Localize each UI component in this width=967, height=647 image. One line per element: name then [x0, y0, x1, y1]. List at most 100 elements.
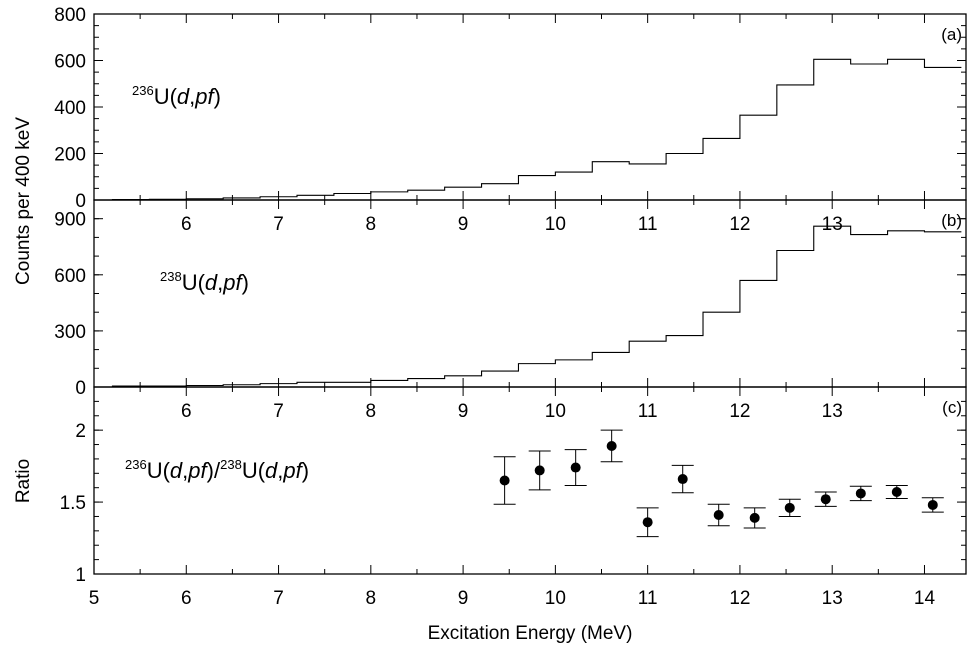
data-point: [707, 503, 730, 527]
y-tick-label: 1.5: [60, 493, 86, 514]
panel-label: (b): [941, 211, 962, 230]
data-point: [600, 429, 623, 463]
x-tick-label: 8: [366, 588, 377, 609]
plot-frame: [93, 13, 967, 201]
label-part: ,: [189, 84, 195, 109]
x-tick-label: 12: [729, 401, 750, 422]
data-marker: [499, 475, 510, 486]
data-point: [849, 485, 872, 502]
x-tick-label: 10: [545, 588, 566, 609]
label-part: pf: [194, 84, 216, 109]
label-part: ): [242, 270, 249, 295]
y-tick-label: 0: [75, 378, 86, 399]
data-marker: [677, 474, 688, 485]
x-tick-label: 8: [366, 401, 377, 422]
x-tick-label: 14: [914, 588, 936, 609]
label-part: d: [205, 270, 218, 295]
y-tick-label: 1: [75, 565, 86, 586]
x-tick-label: 5: [89, 588, 100, 609]
axis-titles: Counts per 400 keV Ratio Excitation Energy…: [13, 117, 632, 644]
y-tick-label: 800: [54, 5, 86, 26]
x-tick-label: 6: [181, 401, 192, 422]
x-tick-label: 9: [458, 401, 469, 422]
data-marker: [606, 440, 617, 451]
label-part: U(: [182, 270, 206, 295]
panel-label: (c): [942, 398, 962, 417]
histogram-series: [111, 225, 962, 387]
label-part: pf: [187, 458, 209, 483]
x-tick-label: 7: [273, 401, 284, 422]
y-tick-label: 400: [54, 98, 86, 119]
label-part: )/: [207, 458, 221, 483]
y-tick-label: 2: [75, 421, 86, 442]
data-point: [493, 456, 516, 505]
x-tick-label: 7: [273, 214, 284, 235]
x-tick-label: 9: [458, 588, 469, 609]
data-marker: [820, 494, 831, 505]
x-tick-label: 13: [822, 214, 843, 235]
label-part: ,: [277, 458, 283, 483]
data-point: [743, 507, 766, 529]
data-point: [671, 464, 694, 494]
reaction-label: 238U(d,pf): [160, 269, 249, 295]
x-tick-label: 8: [366, 214, 377, 235]
label-part: 238: [220, 457, 242, 472]
x-tick-label: 10: [545, 401, 566, 422]
y-axis-title-counts: Counts per 400 keV: [13, 117, 34, 285]
x-tick-label: 12: [729, 214, 750, 235]
y-tick-label: 200: [54, 145, 86, 166]
x-tick-label: 6: [181, 588, 192, 609]
data-marker: [784, 502, 795, 513]
data-point: [528, 450, 551, 491]
data-marker: [570, 462, 581, 473]
reaction-label: 236U(d,pf)/238U(d,pf): [125, 457, 309, 483]
data-marker: [855, 488, 866, 499]
y-tick-label: 300: [54, 322, 86, 343]
label-part: d: [170, 458, 183, 483]
x-tick-label: 13: [822, 401, 843, 422]
label-part: U(: [242, 458, 266, 483]
y-axis-title-ratio: Ratio: [13, 459, 34, 503]
x-axis-title: Excitation Energy (MeV): [428, 623, 633, 644]
y-tick-label: 900: [54, 210, 86, 231]
label-part: ): [302, 458, 309, 483]
data-point: [778, 498, 801, 517]
data-point: [921, 497, 944, 513]
data-point: [636, 507, 659, 538]
plot-frame: [93, 386, 967, 575]
data-point: [814, 491, 837, 507]
data-marker: [749, 512, 760, 523]
label-part: ,: [217, 270, 223, 295]
x-tick-label: 11: [638, 214, 658, 235]
label-part: d: [177, 84, 190, 109]
data-marker: [927, 499, 938, 510]
x-tick-label: 10: [545, 214, 566, 235]
label-part: 238: [160, 269, 182, 284]
label-part: 236: [132, 83, 154, 98]
x-tick-label: 12: [729, 588, 750, 609]
y-tick-label: 0: [75, 191, 86, 212]
data-marker: [534, 465, 545, 476]
y-tick-label: 600: [54, 266, 86, 287]
data-point: [564, 449, 587, 487]
reaction-label: 236U(d,pf): [132, 83, 221, 109]
data-marker: [713, 510, 724, 521]
label-part: pf: [282, 458, 304, 483]
data-marker: [642, 517, 653, 528]
x-tick-label: 11: [638, 401, 658, 422]
x-tick-label: 6: [181, 214, 192, 235]
label-part: U(: [154, 84, 178, 109]
x-tick-label: 7: [273, 588, 284, 609]
x-tick-label: 11: [638, 588, 658, 609]
label-part: ,: [182, 458, 188, 483]
data-point: [885, 485, 908, 499]
label-part: ): [214, 84, 221, 109]
y-tick-label: 600: [54, 52, 86, 73]
label-part: U(: [147, 458, 171, 483]
label-part: pf: [222, 270, 244, 295]
panel-c: 5 6 7 8 9 10 11 12 13 14 1 1.5 2 (c) 236U(d,pf)/238U(d…: [60, 386, 967, 609]
panel-label: (a): [941, 25, 962, 44]
data-marker: [891, 487, 902, 498]
label-part: 236: [125, 457, 147, 472]
